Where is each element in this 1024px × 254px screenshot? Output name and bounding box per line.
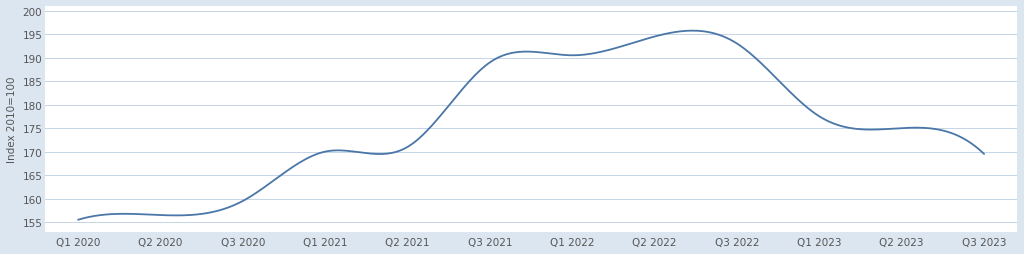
Y-axis label: Index 2010=100: Index 2010=100 [7, 76, 17, 162]
